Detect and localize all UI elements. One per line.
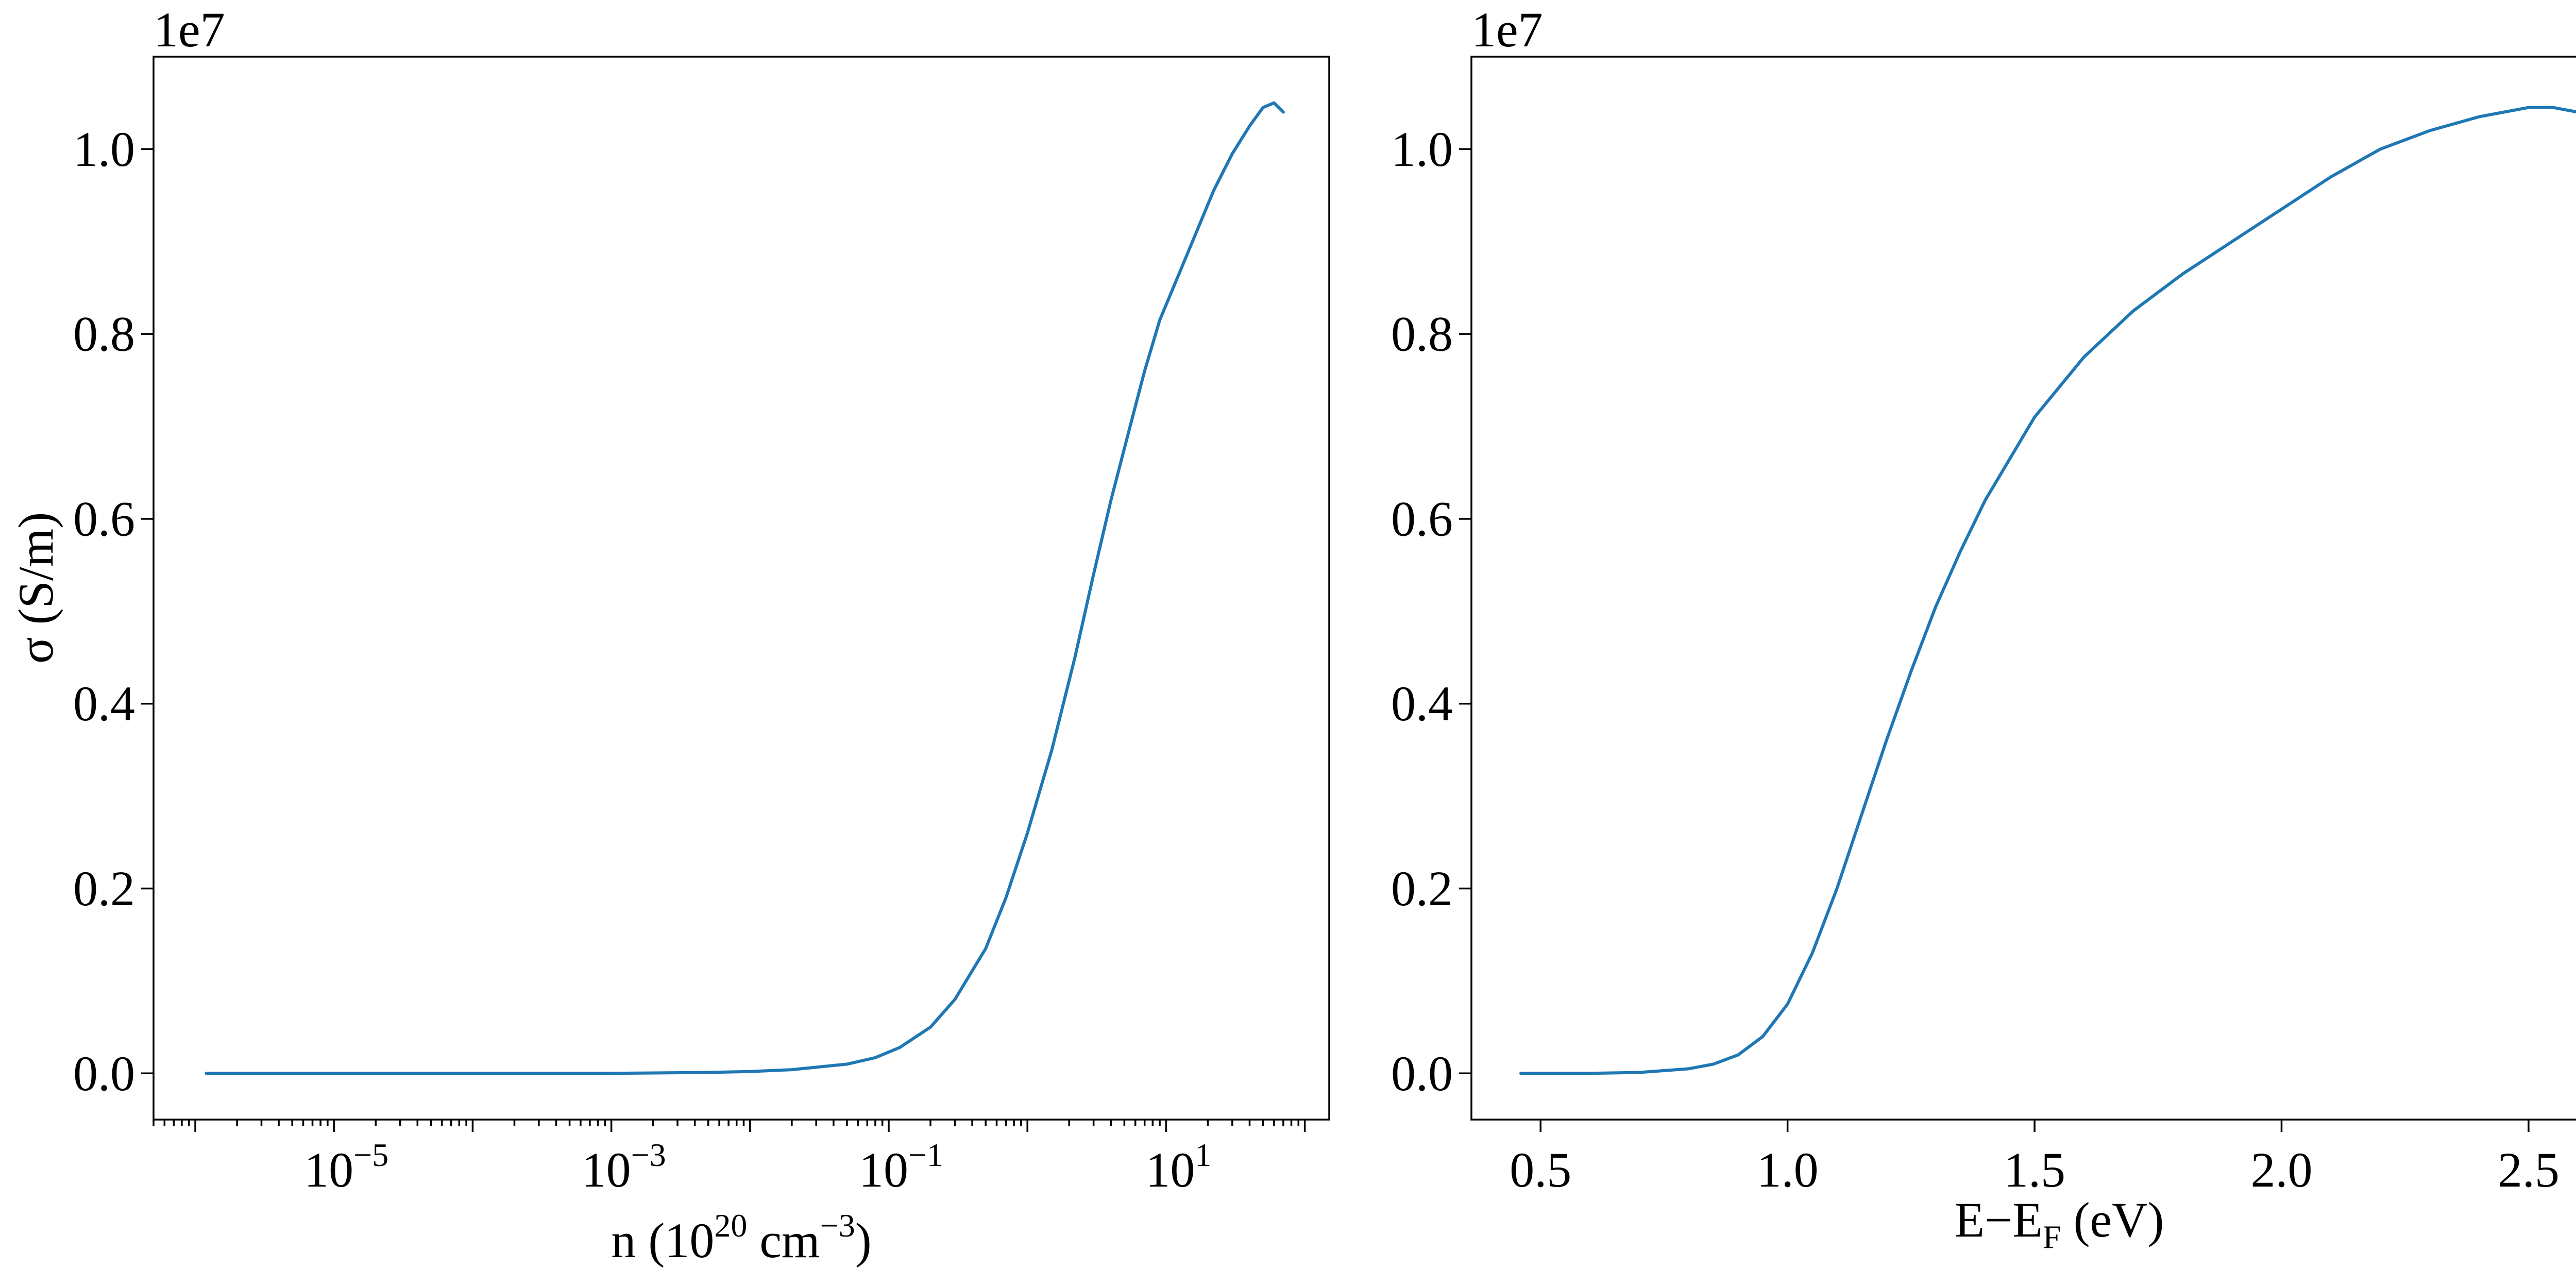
right-plot-frame (1470, 56, 2576, 1121)
y-tick-label: 0.8 (1391, 307, 1453, 362)
right-series-line (1519, 106, 2576, 1075)
y-tick-label: 0.0 (73, 1046, 135, 1101)
y-tick-label: 0.0 (1391, 1046, 1453, 1101)
right-x-axis-label: E−EF (eV) (1955, 1192, 2164, 1255)
y-tick-label: 0.2 (1391, 861, 1453, 916)
x-tick-label: 1.0 (1757, 1142, 1819, 1197)
x-tick-label: 10−5 (304, 1137, 388, 1197)
x-tick-label: 2.0 (2250, 1142, 2312, 1197)
y-tick-label: 0.6 (73, 491, 135, 546)
y-tick-label: 1.0 (73, 122, 135, 177)
left-chart: 0.0 0.2 0.4 0.6 0.8 1.0 10−5 10−3 10−1 101 1e7 σ… (8, 2, 1330, 1268)
y-tick-label: 0.8 (73, 307, 135, 362)
left-series-line (205, 101, 1285, 1075)
x-tick-label: 0.5 (1510, 1142, 1571, 1197)
left-x-ticks: 10−5 10−3 10−1 101 (152, 1120, 1306, 1197)
left-plot-frame (152, 56, 1330, 1121)
x-tick-label: 10−1 (859, 1137, 943, 1197)
y-tick-label: 1.0 (1391, 122, 1453, 177)
left-x-axis-label: n (1020 cm−3) (611, 1207, 871, 1268)
left-y-ticks: 0.0 0.2 0.4 0.6 0.8 1.0 (73, 122, 154, 1101)
x-tick-label: 1.5 (2004, 1142, 2065, 1197)
left-y-axis-label: σ (S/m) (8, 512, 63, 664)
left-offset-text: 1e7 (154, 2, 225, 57)
right-offset-text: 1e7 (1471, 2, 1543, 57)
x-tick-label: 2.5 (2498, 1142, 2560, 1197)
right-y-ticks: 0.0 0.2 0.4 0.6 0.8 1.0 (1391, 122, 1471, 1101)
x-tick-label: 101 (1145, 1137, 1211, 1197)
y-tick-label: 0.6 (1391, 491, 1453, 546)
y-tick-label: 0.2 (73, 861, 135, 916)
y-tick-label: 0.4 (73, 676, 135, 731)
x-tick-label: 10−3 (582, 1137, 666, 1197)
right-x-ticks: 0.5 1.0 1.5 2.0 2.5 (1510, 1120, 2560, 1197)
y-tick-label: 0.4 (1391, 676, 1453, 731)
right-chart: 0.0 0.2 0.4 0.6 0.8 1.0 0.5 1.0 1.5 2.0 2.5 1e7 E… (1391, 2, 2576, 1255)
